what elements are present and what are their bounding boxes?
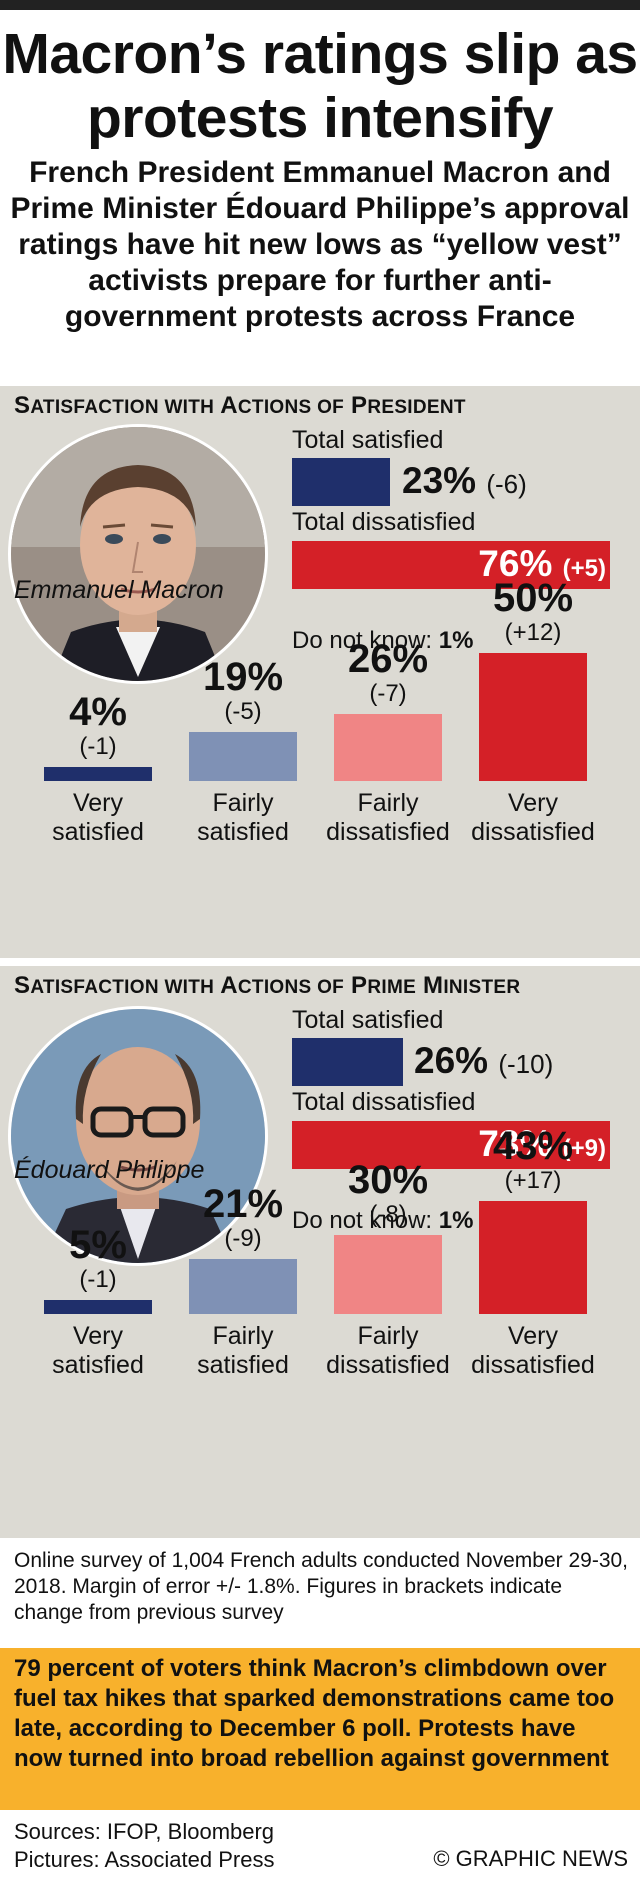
total-satisfied-bar xyxy=(292,1038,403,1086)
pictures-line: Pictures: Associated Press xyxy=(14,1847,275,1872)
total-satisfied-bar xyxy=(292,458,390,506)
bar-value-label: 5% xyxy=(69,1223,127,1267)
callout-box: 79 percent of voters think Macron’s clim… xyxy=(0,1648,640,1810)
bar-very-dissatisfied xyxy=(479,1200,587,1314)
bar-value-label: 26% xyxy=(347,637,429,682)
top-rule xyxy=(0,0,640,10)
total-dissatisfied-value: 73% (+9) xyxy=(478,1123,606,1164)
total-satisfied-value: 26% (-10) xyxy=(414,1040,554,1081)
bar-fairly-satisfied xyxy=(189,1258,297,1314)
callout-text: 79 percent of voters think Macron’s clim… xyxy=(14,1655,615,1772)
bar-change-label: (-1) xyxy=(79,1266,117,1293)
president-panel: SATISFACTION WITH ACTIONS OF PRESIDENT E… xyxy=(0,386,640,958)
person-name: Édouard Philippe xyxy=(14,1156,205,1184)
total-satisfied-label: Total satisfied xyxy=(292,1006,444,1034)
prime-minister-panel: SATISFACTION WITH ACTIONS OF PRIME MINIS… xyxy=(0,966,640,1538)
total-satisfied-label: Total satisfied xyxy=(292,426,444,454)
category-label: Very satisfied xyxy=(52,1322,144,1379)
bar-fairly-dissatisfied xyxy=(334,714,442,781)
bar-change-label: (-1) xyxy=(79,733,117,760)
survey-note: Online survey of 1,004 French adults con… xyxy=(14,1549,629,1624)
category-label: Fairly satisfied xyxy=(197,789,289,846)
panel-title: SATISFACTION WITH ACTIONS OF PRESIDENT xyxy=(14,392,466,419)
bar-value-label: 19% xyxy=(202,655,284,700)
panel-title: SATISFACTION WITH ACTIONS OF PRIME MINIS… xyxy=(14,972,521,999)
bar-value-label: 4% xyxy=(69,690,127,734)
category-label: Fairly satisfied xyxy=(197,1322,289,1379)
total-dissatisfied-label: Total dissatisfied xyxy=(292,1088,476,1116)
bar-value-label: 21% xyxy=(202,1181,284,1226)
do-not-know: Do not know: 1% xyxy=(292,627,474,654)
bar-value-label: 50% xyxy=(492,576,574,620)
sources-line: Sources: IFOP, Bloomberg xyxy=(14,1819,275,1844)
total-satisfied-value: 23% (-6) xyxy=(402,460,527,501)
credit: © GRAPHIC NEWS xyxy=(433,1846,628,1871)
headline: Macron’s ratings slip as protests intens… xyxy=(2,22,638,150)
category-label: Very dissatisfied xyxy=(471,789,595,846)
sources: Sources: IFOP, Bloomberg Pictures: Assoc… xyxy=(14,1818,274,1874)
bar-value-label: 43% xyxy=(492,1123,574,1168)
philippe-portrait xyxy=(8,1006,268,1266)
bar-change-label: (+17) xyxy=(504,1166,562,1194)
category-label: Very dissatisfied xyxy=(471,1322,595,1379)
bar-change-label: (-8) xyxy=(369,1201,407,1229)
do-not-know: Do not know: 1% xyxy=(292,1207,474,1234)
bar-fairly-dissatisfied xyxy=(334,1235,442,1314)
bar-change-label: (-7) xyxy=(369,680,407,708)
bar-very-dissatisfied xyxy=(479,653,587,781)
total-dissatisfied-label: Total dissatisfied xyxy=(292,508,476,536)
bar-very-satisfied xyxy=(44,767,152,781)
category-label: Fairly dissatisfied xyxy=(326,1322,450,1379)
category-label: Very satisfied xyxy=(52,789,144,846)
total-dissatisfied-bar xyxy=(292,541,610,589)
bar-fairly-satisfied xyxy=(189,732,297,781)
macron-portrait xyxy=(8,424,268,684)
total-dissatisfied-value: 76% (+5) xyxy=(478,543,606,584)
total-dissatisfied-bar xyxy=(292,1121,610,1169)
bar-very-satisfied xyxy=(44,1300,152,1314)
person-name: Emmanuel Macron xyxy=(14,576,224,604)
bar-change-label: (-9) xyxy=(224,1224,262,1252)
standfirst: French President Emmanuel Macron and Pri… xyxy=(10,156,630,333)
bar-value-label: 30% xyxy=(347,1158,429,1203)
bar-change-label: (+12) xyxy=(504,619,562,646)
bar-change-label: (-5) xyxy=(224,698,262,726)
category-label: Fairly dissatisfied xyxy=(326,789,450,846)
